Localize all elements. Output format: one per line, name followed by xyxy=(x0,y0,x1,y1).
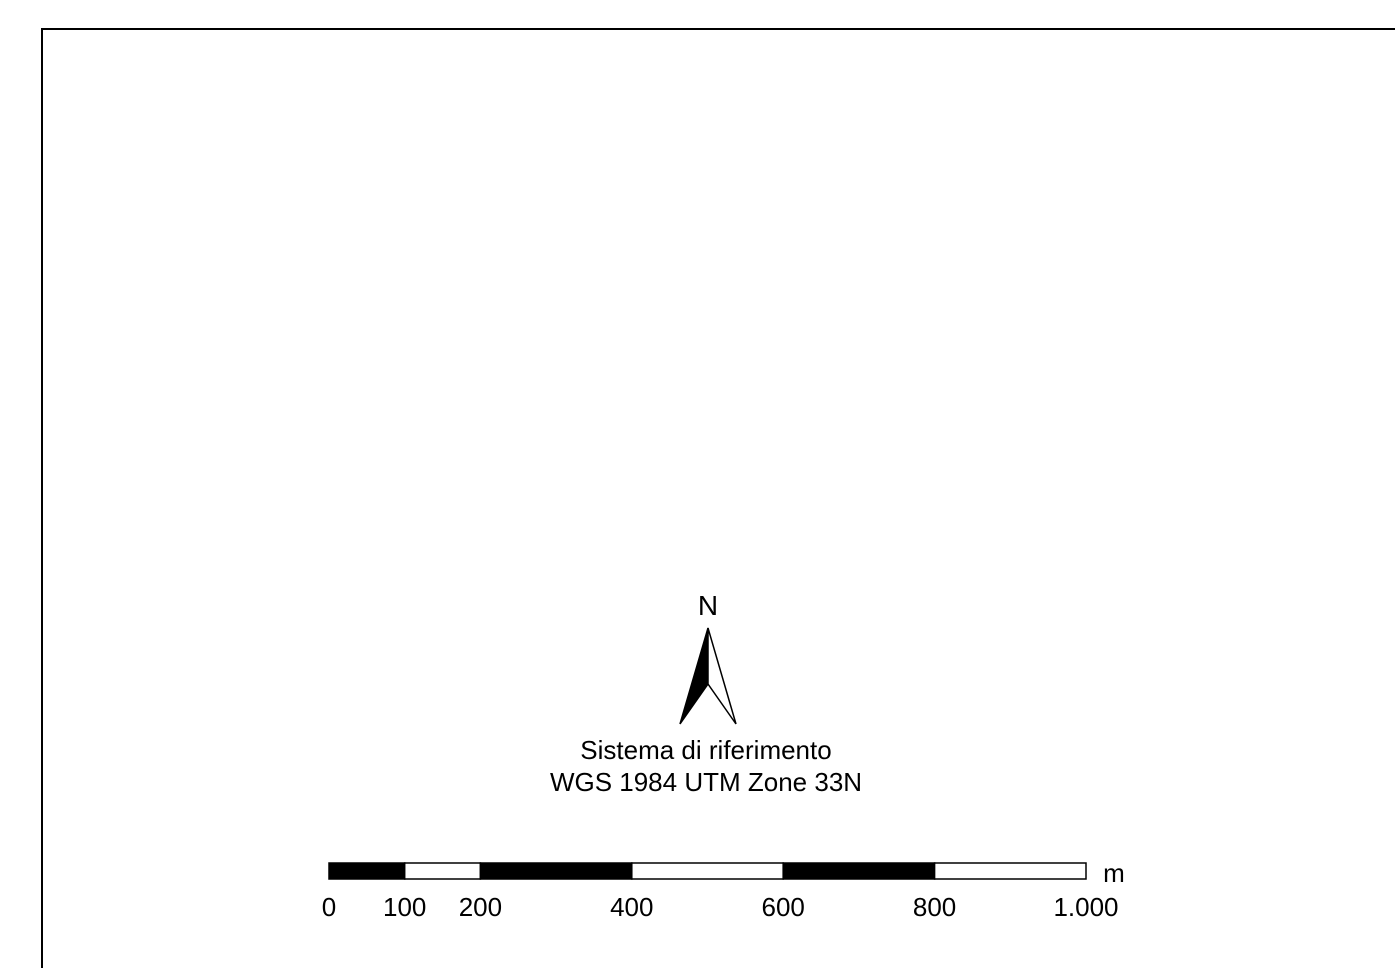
reference-system-title: Sistema di riferimento xyxy=(580,735,832,765)
north-label: N xyxy=(697,590,719,621)
reference-system-crs: WGS 1984 UTM Zone 33N xyxy=(549,767,863,797)
scale-bar-tick-label: 600 xyxy=(762,892,805,922)
scale-bar-segment xyxy=(933,862,1087,880)
scale-bar-tick-label: 200 xyxy=(459,892,502,922)
scale-bar-segment xyxy=(631,862,784,880)
scale-bar-tick-label: 400 xyxy=(610,892,653,922)
scale-bar-tick-label: 800 xyxy=(913,892,956,922)
map-frame xyxy=(41,28,1395,968)
scale-bar-segment xyxy=(328,862,406,880)
scale-bar-tick-label: 1.000 xyxy=(1053,892,1118,922)
scale-bar-segment xyxy=(782,862,936,880)
reference-system: Sistema di riferimento WGS 1984 UTM Zone… xyxy=(426,734,986,798)
scale-bar-unit: m xyxy=(1103,858,1125,888)
scale-bar-segment xyxy=(403,862,482,880)
scale-bar-tick-label: 100 xyxy=(383,892,426,922)
scale-bar-segment xyxy=(479,862,633,880)
scale-bar: 0 100 200 400 600 800 1.000 m xyxy=(322,858,1125,922)
north-arrow-icon xyxy=(679,627,737,725)
scale-bar-tick-label: 0 xyxy=(322,892,336,922)
